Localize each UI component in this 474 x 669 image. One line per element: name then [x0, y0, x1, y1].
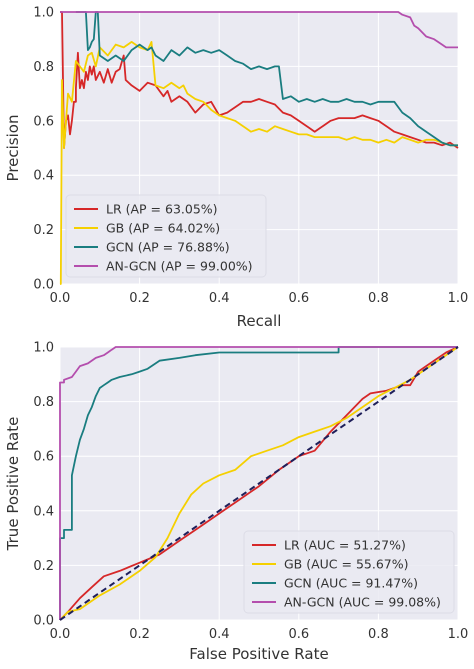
legend-entry: LR (AUC = 51.27%) — [284, 538, 406, 553]
x-tick-label: 0.6 — [288, 291, 309, 306]
y-tick-label: 0.4 — [33, 504, 54, 519]
legend-entry: GB (AP = 64.02%) — [106, 221, 220, 236]
series-line-lr — [60, 11, 459, 149]
x-tick-label: 0.8 — [368, 291, 389, 306]
y-tick-label: 1.0 — [33, 6, 54, 21]
legend-entry: GCN (AP = 76.88%) — [106, 240, 230, 255]
legend-box — [65, 194, 267, 278]
legend-entry: GCN (AUC = 91.47%) — [284, 576, 418, 591]
legend-entry: LR (AP = 63.05%) — [106, 202, 218, 217]
y-axis-label: True Positive Rate — [4, 417, 22, 552]
x-tick-label: 0.8 — [368, 627, 389, 642]
series-line-an-gcn — [60, 11, 458, 49]
legend-box — [243, 530, 455, 614]
x-axis-label: False Positive Rate — [189, 645, 328, 663]
y-tick-label: 0.8 — [33, 395, 54, 410]
series-line-gb — [59, 41, 458, 285]
x-tick-label: 0.6 — [288, 627, 309, 642]
legend-entry: GB (AUC = 55.67%) — [284, 557, 409, 572]
legend-entry: AN-GCN (AUC = 99.08%) — [284, 595, 441, 610]
y-tick-label: 0.6 — [33, 114, 54, 129]
x-tick-label: 0.2 — [129, 291, 150, 306]
y-axis-label: Precision — [4, 115, 22, 182]
x-tick-label: 1.0 — [448, 627, 469, 642]
x-tick-label: 0.4 — [209, 627, 230, 642]
y-tick-label: 0.2 — [33, 559, 54, 574]
y-tick-label: 0.6 — [33, 450, 54, 465]
y-tick-label: 0.4 — [33, 169, 54, 184]
series-line-an-gcn — [59, 346, 458, 620]
y-tick-label: 0.2 — [33, 223, 54, 238]
legend-entry: AN-GCN (AP = 99.00%) — [106, 259, 253, 274]
series-line-gcn — [75, 11, 458, 147]
x-tick-label: 0.0 — [50, 291, 71, 306]
x-tick-label: 0.4 — [209, 291, 230, 306]
legend: LR (AUC = 51.27%) GB (AUC = 55.67%) GCN (A… — [243, 530, 455, 614]
x-tick-label: 0.2 — [129, 627, 150, 642]
chart-panel-2: 0.0 0.2 0.4 0.6 0.8 1.0 0.0 0.2 0.4 0.6 0.8 1.0 Fals… — [4, 341, 468, 664]
y-tick-label: 0.8 — [33, 60, 54, 75]
y-tick-label: 0.0 — [33, 614, 54, 629]
x-axis-label: Recall — [237, 312, 282, 330]
series-line-gcn — [59, 346, 458, 620]
legend: LR (AP = 63.05%) GB (AP = 64.02%) GCN (AP … — [65, 194, 267, 278]
chance-diagonal-line — [59, 346, 459, 621]
x-tick-label: 0.0 — [50, 627, 71, 642]
y-tick-label: 0.0 — [33, 278, 54, 293]
y-tick-label: 1.0 — [33, 341, 54, 356]
chart-panel-1: 0.0 0.2 0.4 0.6 0.8 1.0 0.0 0.2 0.4 0.6 0.8 1.0 Reca… — [4, 6, 468, 331]
series-line-gb — [59, 346, 459, 621]
x-tick-label: 1.0 — [448, 291, 469, 306]
